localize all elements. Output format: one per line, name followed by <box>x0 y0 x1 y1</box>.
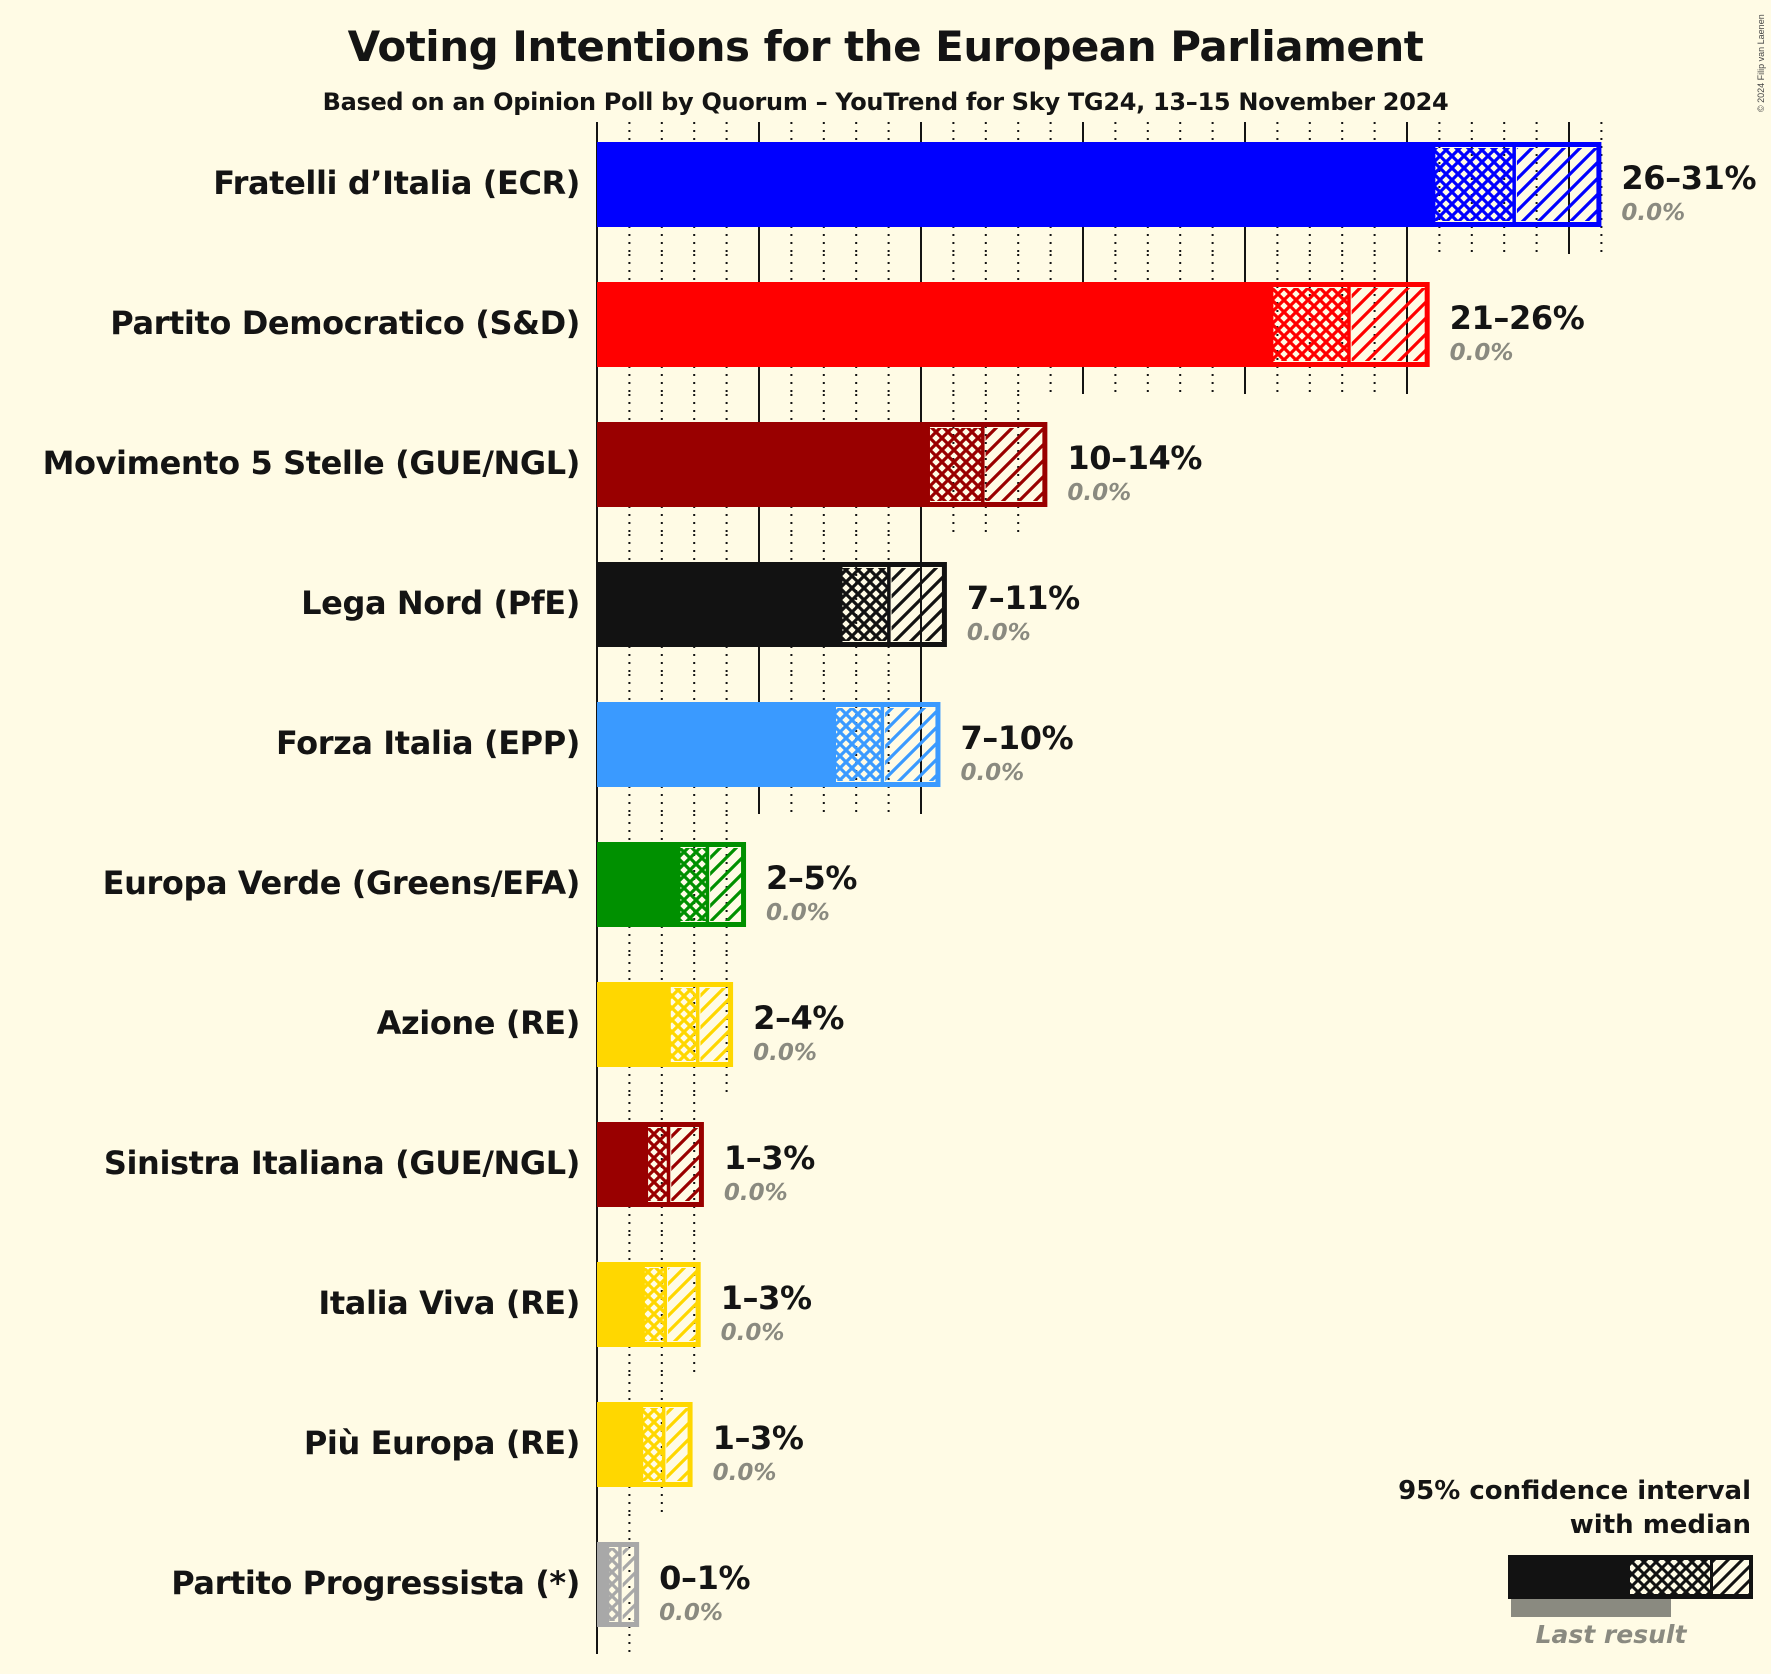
range-label: 1–3% <box>712 1419 804 1457</box>
bar-10 <box>597 1542 640 1627</box>
range-label: 10–14% <box>1067 439 1203 477</box>
range-label: 1–3% <box>720 1279 812 1317</box>
legend-last-result: Last result <box>1535 1620 1687 1649</box>
party-label: Italia Viva (RE) <box>318 1284 580 1322</box>
legend-title: 95% confidence interval with median <box>1398 1474 1751 1542</box>
range-label: 26–31% <box>1621 159 1757 197</box>
range-label: 1–3% <box>723 1139 815 1177</box>
legend-title-line1: 95% confidence interval <box>1398 1476 1751 1506</box>
last-result-label: 0.0% <box>723 1180 788 1206</box>
bar-0 <box>597 142 1602 227</box>
last-result-label: 0.0% <box>1621 200 1686 226</box>
party-label: Partito Democratico (S&D) <box>110 304 580 342</box>
last-result-label: 0.0% <box>966 620 1031 646</box>
legend-swatch <box>1508 1555 1753 1617</box>
last-result-label: 0.0% <box>753 1040 817 1066</box>
range-label: 7–11% <box>966 579 1080 617</box>
legend-title-line2: with median <box>1569 1510 1751 1540</box>
range-label: 7–10% <box>960 719 1074 757</box>
last-result-label: 0.0% <box>1449 340 1514 366</box>
party-label: Lega Nord (PfE) <box>301 584 580 622</box>
party-label: Fratelli d’Italia (ECR) <box>213 164 580 202</box>
last-result-label: 0.0% <box>712 1460 777 1486</box>
party-label: Azione (RE) <box>376 1004 581 1042</box>
chart-title: Voting Intentions for the European Parli… <box>347 22 1424 71</box>
party-label: Forza Italia (EPP) <box>276 724 580 762</box>
bar-9 <box>597 1402 693 1487</box>
chart-subtitle: Based on an Opinion Poll by Quorum – You… <box>322 88 1449 116</box>
party-label: Più Europa (RE) <box>303 1424 581 1462</box>
party-label: Partito Progressista (*) <box>171 1564 580 1602</box>
party-label: Sinistra Italiana (GUE/NGL) <box>103 1144 581 1182</box>
last-result-label: 0.0% <box>720 1320 785 1346</box>
last-result-label: 0.0% <box>659 1600 723 1626</box>
bar-3 <box>597 562 947 647</box>
range-label: 21–26% <box>1449 299 1585 337</box>
bar-1 <box>597 282 1430 367</box>
bar-6 <box>597 982 734 1067</box>
bar-2 <box>597 422 1048 507</box>
bar-7 <box>597 1122 704 1207</box>
range-label: 2–4% <box>753 999 845 1037</box>
last-result-label: 0.0% <box>766 900 830 926</box>
bar-4 <box>597 702 941 787</box>
bar-5 <box>597 842 747 927</box>
range-label: 0–1% <box>659 1559 751 1597</box>
party-label: Europa Verde (Greens/EFA) <box>102 864 581 902</box>
last-result-label: 0.0% <box>1067 480 1132 506</box>
range-label: 2–5% <box>766 859 858 897</box>
bar-8 <box>597 1262 701 1347</box>
last-result-label: 0.0% <box>960 760 1025 786</box>
party-label: Movimento 5 Stelle (GUE/NGL) <box>42 444 581 482</box>
